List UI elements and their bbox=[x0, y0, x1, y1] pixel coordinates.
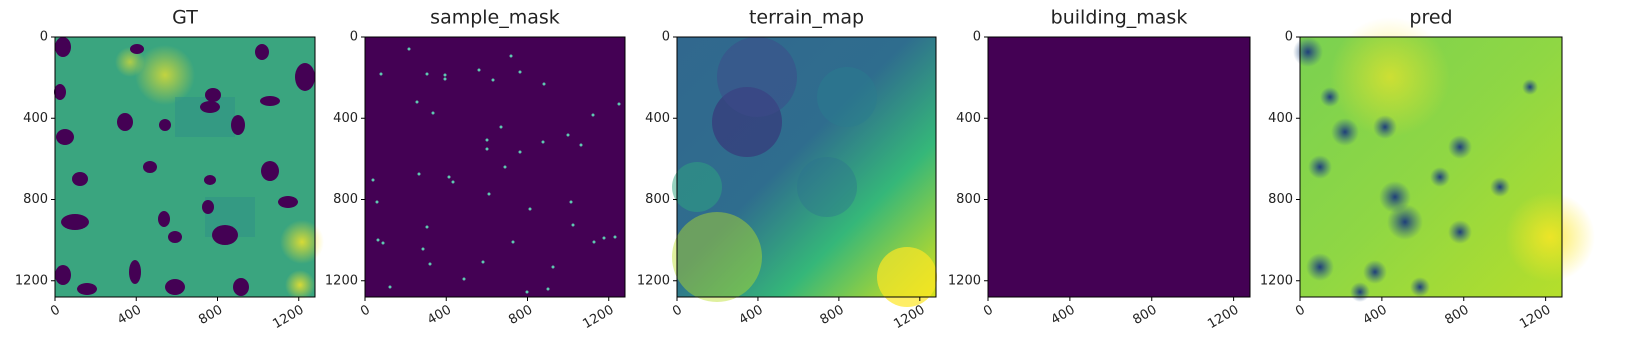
x-tick-label: 0 bbox=[670, 303, 685, 320]
axes-frame bbox=[987, 36, 1251, 298]
x-tick-label: 400 bbox=[425, 303, 454, 328]
y-tick-label: 400 bbox=[23, 111, 48, 126]
x-tick-label: 400 bbox=[1049, 303, 1078, 328]
y-tick-label: 1200 bbox=[325, 273, 358, 288]
image bbox=[365, 37, 625, 297]
y-tick-label: 1200 bbox=[637, 273, 670, 288]
x-tick-label: 1200 bbox=[1205, 303, 1241, 333]
x-tick-label: 1200 bbox=[580, 303, 616, 333]
x-tick-label: 400 bbox=[1361, 303, 1390, 328]
y-tick-label: 800 bbox=[1268, 192, 1293, 207]
chart-title: terrain_map bbox=[749, 7, 864, 29]
y-tick-label: 400 bbox=[1268, 111, 1293, 126]
x-tick-label: 800 bbox=[506, 303, 535, 328]
x-tick-label: 800 bbox=[196, 303, 225, 328]
y-tick-label: 0 bbox=[973, 30, 981, 45]
y-tick-label: 1200 bbox=[948, 273, 981, 288]
x-tick-label: 800 bbox=[818, 303, 847, 328]
axes-frame bbox=[676, 36, 937, 298]
image bbox=[988, 37, 1250, 297]
x-tick-label: 1200 bbox=[891, 303, 927, 333]
chart-title: GT bbox=[172, 7, 198, 29]
chart-title: sample_mask bbox=[430, 7, 560, 29]
y-tick-label: 800 bbox=[645, 192, 670, 207]
chart-title: pred bbox=[1409, 7, 1452, 29]
y-tick-label: 0 bbox=[662, 30, 670, 45]
y-tick-label: 400 bbox=[645, 111, 670, 126]
y-tick-label: 800 bbox=[333, 192, 358, 207]
x-tick-label: 800 bbox=[1130, 303, 1159, 328]
y-tick-label: 1200 bbox=[15, 273, 48, 288]
y-tick-label: 0 bbox=[350, 30, 358, 45]
axes-frame bbox=[364, 36, 626, 298]
y-tick-label: 1200 bbox=[1260, 273, 1293, 288]
x-tick-label: 1200 bbox=[1517, 303, 1553, 333]
chart-title: building_mask bbox=[1051, 7, 1188, 29]
axes-frame bbox=[54, 36, 316, 298]
y-tick-label: 800 bbox=[956, 192, 981, 207]
x-tick-label: 400 bbox=[115, 303, 144, 328]
image bbox=[672, 37, 937, 307]
x-tick-label: 0 bbox=[1293, 303, 1308, 320]
x-tick-label: 0 bbox=[358, 303, 373, 320]
x-tick-label: 0 bbox=[981, 303, 996, 320]
x-tick-label: 0 bbox=[48, 303, 63, 320]
x-tick-label: 800 bbox=[1442, 303, 1471, 328]
x-tick-label: 1200 bbox=[270, 303, 306, 333]
y-tick-label: 0 bbox=[1285, 30, 1293, 45]
y-tick-label: 400 bbox=[333, 111, 358, 126]
y-tick-label: 800 bbox=[23, 192, 48, 207]
axes-frame bbox=[1299, 36, 1563, 298]
y-tick-label: 0 bbox=[40, 30, 48, 45]
x-tick-label: 400 bbox=[737, 303, 766, 328]
y-tick-label: 400 bbox=[956, 111, 981, 126]
image bbox=[54, 37, 324, 300]
image bbox=[1293, 17, 1595, 302]
